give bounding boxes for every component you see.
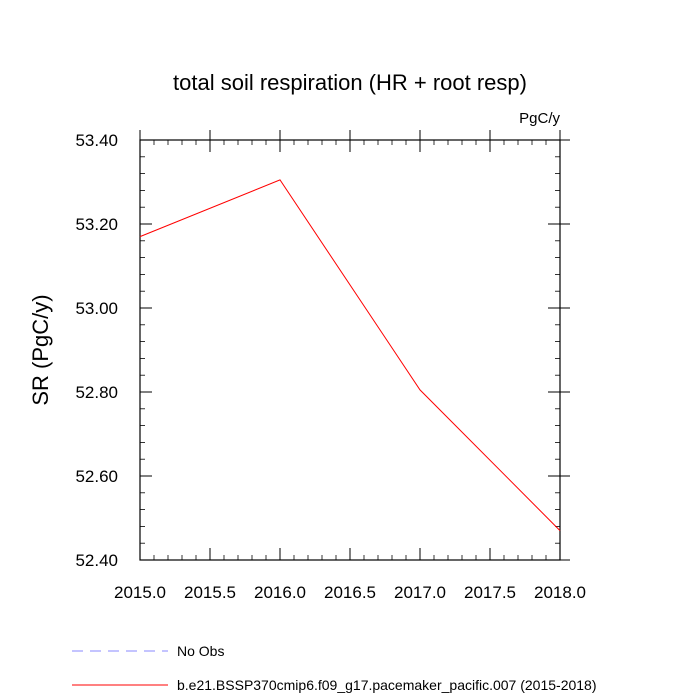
legend-label: No Obs	[177, 643, 224, 659]
x-tick-label: 2017.5	[464, 583, 516, 602]
x-tick-label: 2015.5	[184, 583, 236, 602]
y-tick-label: 52.80	[75, 383, 118, 402]
plot-area: 2015.0 2015.5 2016.0 2016.5 2017.0 2017.5 2018…	[75, 130, 586, 602]
plot-frame	[139, 139, 561, 561]
x-tick-label: 2017.0	[394, 583, 446, 602]
legend-label: b.e21.BSSP370cmip6.f09_g17.pacemaker_pac…	[177, 677, 597, 693]
x-tick-label: 2015.0	[114, 583, 166, 602]
y-tick-label: 53.20	[75, 215, 118, 234]
y-tick-label: 52.60	[75, 467, 118, 486]
x-tick-label: 2018.0	[534, 583, 586, 602]
y-axis-label: SR (PgC/y)	[28, 294, 53, 405]
x-tick-label: 2016.0	[254, 583, 306, 602]
y-tick-label: 53.40	[75, 131, 118, 150]
chart-units: PgC/y	[519, 110, 560, 127]
legend: No Obs b.e21.BSSP370cmip6.f09_g17.pacemak…	[72, 643, 597, 693]
chart-title: total soil respiration (HR + root resp)	[173, 70, 527, 95]
series-line	[139, 179, 561, 531]
y-tick-label: 52.40	[75, 551, 118, 570]
x-tick-label: 2016.5	[324, 583, 376, 602]
y-tick-label: 53.00	[75, 299, 118, 318]
